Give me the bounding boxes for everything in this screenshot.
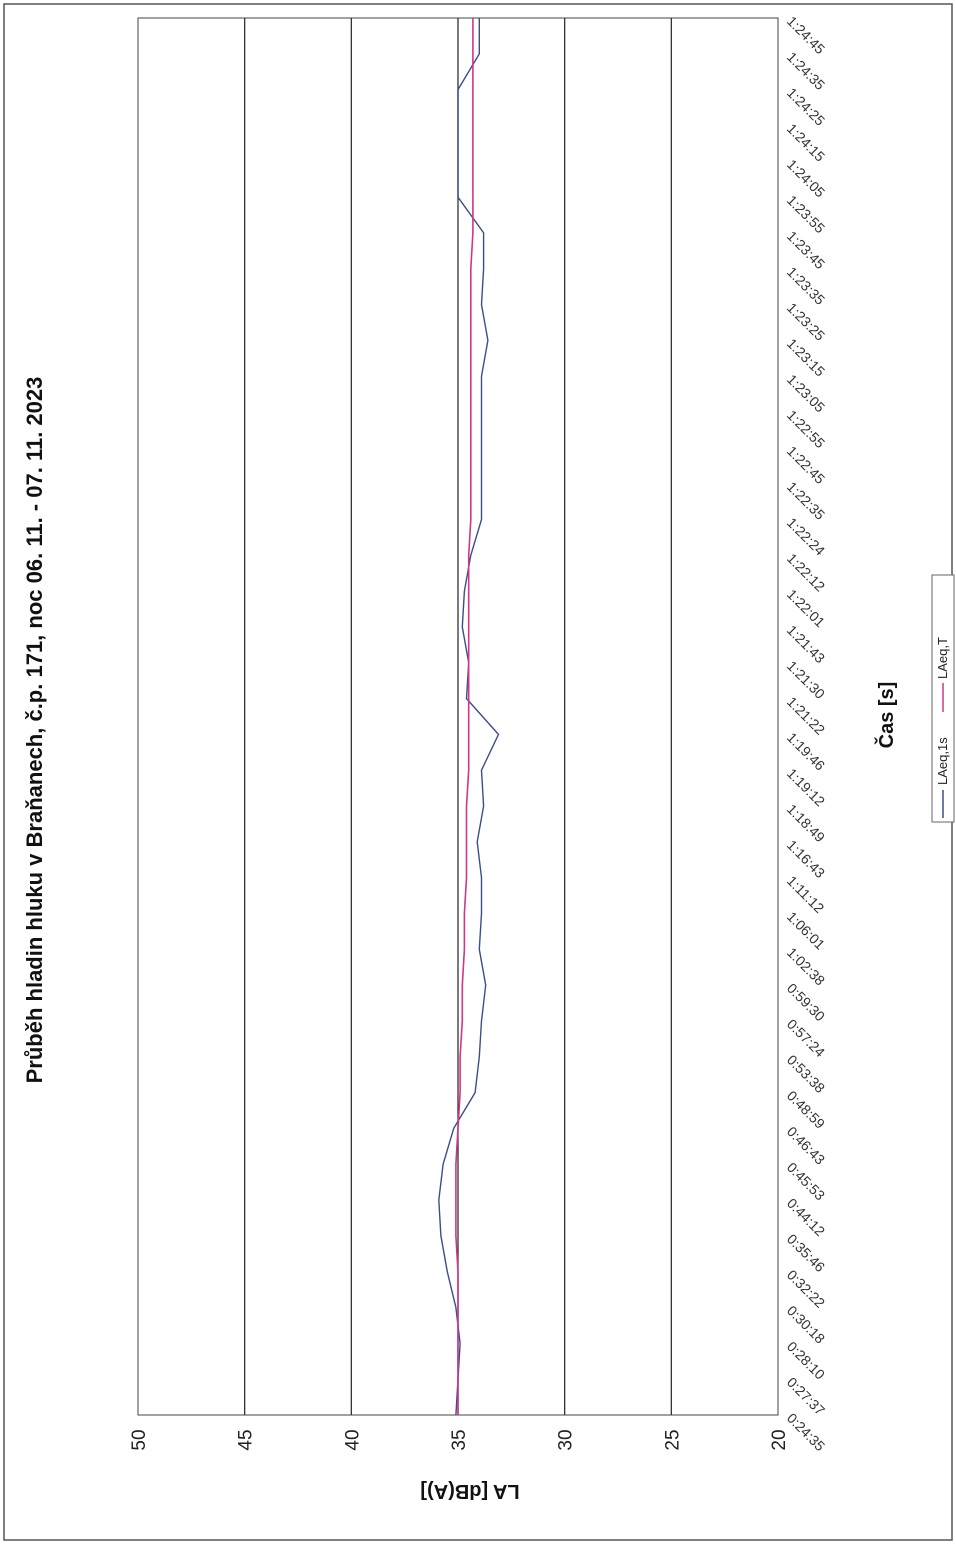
chart-title: Průběh hladin hluku v Braňanech, č.p. 17… xyxy=(22,377,47,1084)
series-lines xyxy=(438,18,500,1416)
y-tick-label: 40 xyxy=(342,1429,363,1450)
y-tick-label: 45 xyxy=(236,1429,257,1450)
y-tick-label: 50 xyxy=(129,1429,150,1450)
y-tick-label: 25 xyxy=(662,1429,683,1450)
y-tick-label: 20 xyxy=(769,1429,790,1450)
gridlines xyxy=(244,18,672,1415)
legend-label-laeq1s: LAeq,1s xyxy=(935,737,950,785)
series-line-laeq1s xyxy=(438,18,500,1416)
y-axis-title: LA [dB(A)] xyxy=(420,1480,519,1502)
series-line-laeqt xyxy=(455,18,474,1415)
legend: LAeq,1s LAeq,T xyxy=(931,574,955,823)
y-tick-label: 30 xyxy=(556,1429,577,1450)
legend-label-laeqt: LAeq,T xyxy=(935,637,950,679)
y-tick-label: 35 xyxy=(449,1429,470,1450)
x-axis-title: Čas [s] xyxy=(874,682,898,749)
y-tick-labels: 20 25 30 35 40 45 50 xyxy=(129,1429,790,1450)
